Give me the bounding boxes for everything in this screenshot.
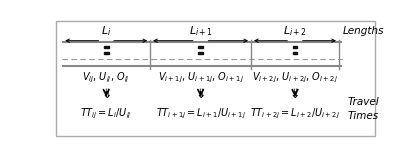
- Bar: [198, 46, 203, 48]
- Text: $L_{i+1}$: $L_{i+1}$: [189, 24, 213, 38]
- Text: $V_{ij}$, $U_{ij}$, $O_{ij}$: $V_{ij}$, $U_{ij}$, $O_{ij}$: [82, 71, 130, 85]
- Text: $V_{i+1j}$, $U_{i+1j}$, $O_{i+1j}$: $V_{i+1j}$, $U_{i+1j}$, $O_{i+1j}$: [158, 71, 244, 85]
- Bar: [198, 52, 203, 54]
- Bar: [293, 52, 297, 54]
- Text: Travel: Travel: [347, 97, 379, 107]
- Text: Lengths: Lengths: [343, 26, 384, 36]
- Text: $TT_{i+1j} = L_{i+1} / U_{i+1j}$: $TT_{i+1j} = L_{i+1} / U_{i+1j}$: [156, 107, 246, 121]
- Text: $L_{i+2}$: $L_{i+2}$: [283, 24, 307, 38]
- Text: ⇓: ⇓: [195, 88, 206, 101]
- Bar: [293, 46, 297, 48]
- Text: $TT_{i+2j} = L_{i+2} / U_{i+2j}$: $TT_{i+2j} = L_{i+2} / U_{i+2j}$: [250, 107, 340, 121]
- Bar: [104, 52, 109, 54]
- Text: $V_{i+2j}$, $U_{i+2j}$, $O_{i+2j}$: $V_{i+2j}$, $U_{i+2j}$, $O_{i+2j}$: [252, 71, 338, 85]
- Text: $TT_{ij} = L_i / U_{ij}$: $TT_{ij} = L_i / U_{ij}$: [80, 107, 132, 121]
- Text: ⇓: ⇓: [290, 88, 300, 101]
- FancyBboxPatch shape: [56, 21, 375, 136]
- Text: ⇓: ⇓: [101, 88, 111, 101]
- Text: Times: Times: [348, 111, 379, 122]
- Text: $L_i$: $L_i$: [101, 24, 111, 38]
- Bar: [104, 46, 109, 48]
